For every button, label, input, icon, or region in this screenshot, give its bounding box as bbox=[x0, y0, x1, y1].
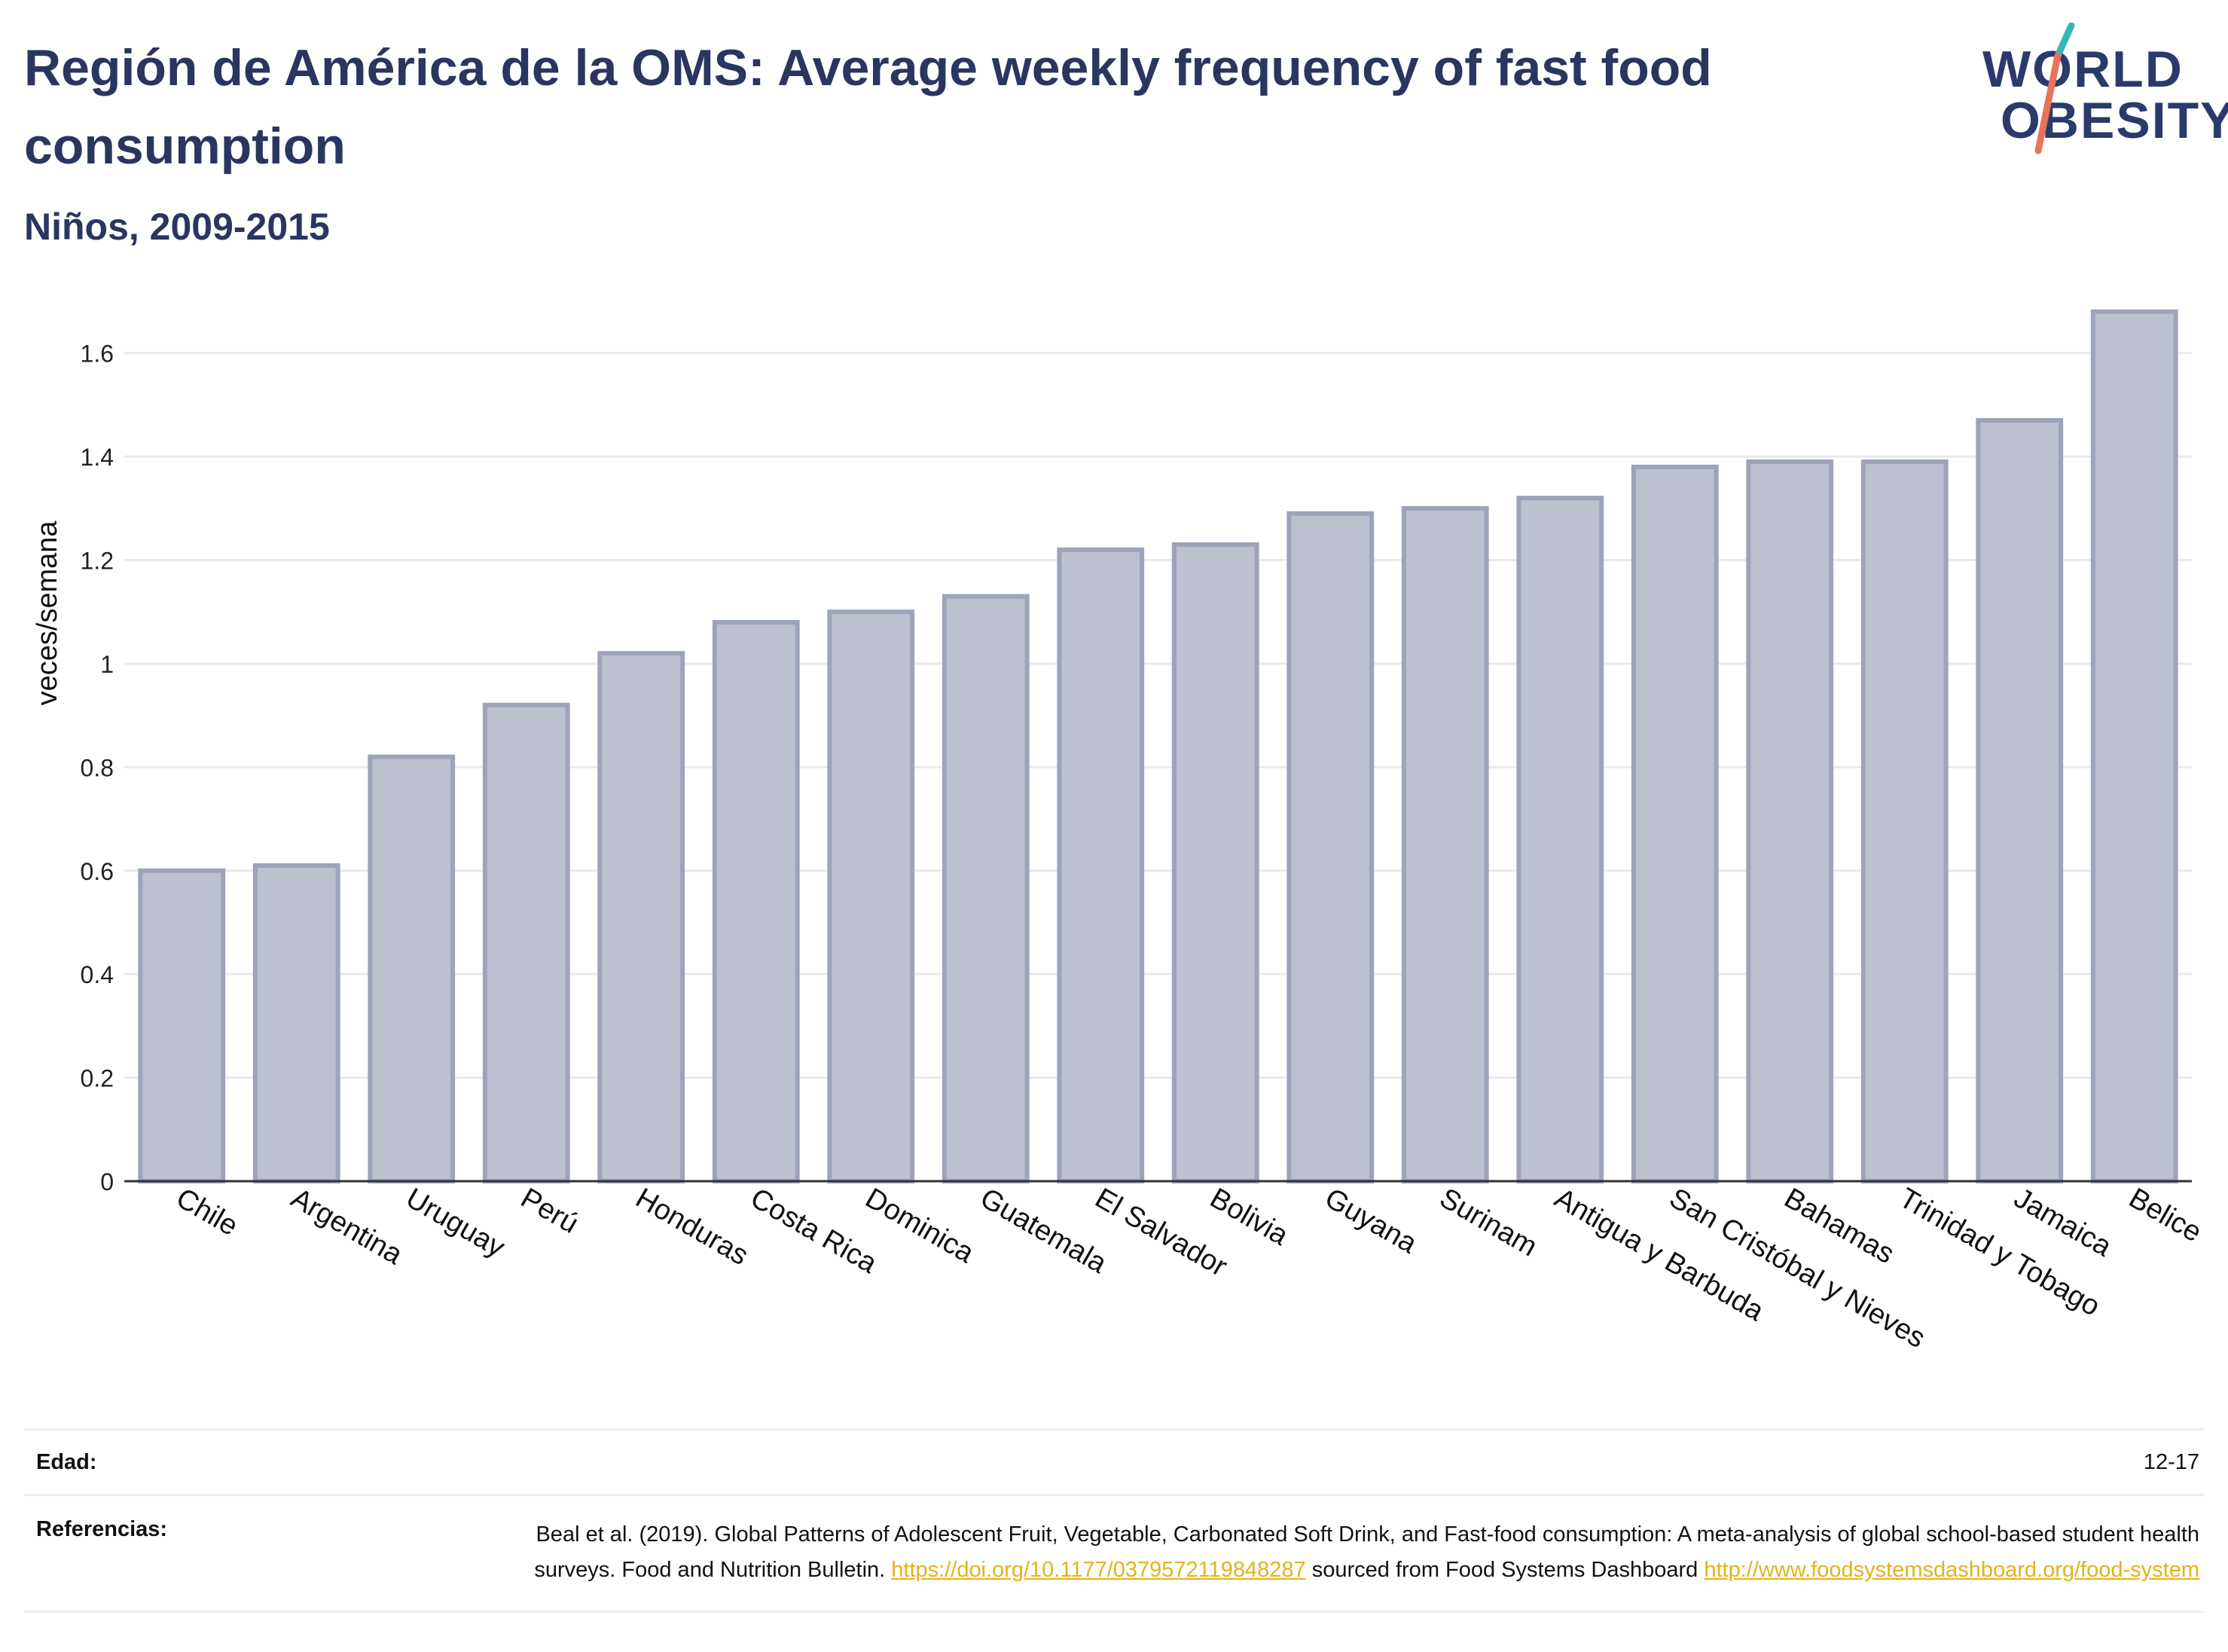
logo-line-1: WORLD bbox=[1982, 41, 2184, 98]
x-tick-label: Belice bbox=[2123, 1182, 2207, 1248]
references-text-part-2: sourced from Food Systems Dashboard bbox=[1305, 1558, 1705, 1582]
gridlines bbox=[124, 352, 2192, 1079]
y-tick-label: 0.4 bbox=[81, 961, 114, 988]
bar bbox=[482, 702, 570, 1183]
x-tick-label: Antigua y Barbuda bbox=[1549, 1182, 1770, 1327]
bar bbox=[1976, 418, 2064, 1183]
bar bbox=[368, 754, 456, 1183]
x-tick-label: Honduras bbox=[630, 1182, 754, 1272]
chart-subtitle: Niños, 2009-2015 bbox=[24, 206, 330, 248]
x-tick-label: Guyana bbox=[1320, 1182, 1423, 1260]
bar bbox=[827, 609, 915, 1183]
references-text: Beal et al. (2019). Global Patterns of A… bbox=[497, 1517, 2204, 1588]
y-axis-label: veces/semana bbox=[32, 521, 63, 706]
y-tick-labels: 0 0.2 0.4 0.6 0.8 1 1.2 1.4 1.6 bbox=[81, 340, 114, 1195]
x-tick-label: Uruguay bbox=[401, 1182, 510, 1263]
bar bbox=[942, 594, 1030, 1183]
bar bbox=[1171, 542, 1259, 1183]
y-tick-label: 1.6 bbox=[81, 340, 114, 368]
x-tick-label: Argentina bbox=[285, 1182, 408, 1271]
x-tick-label: Perú bbox=[515, 1182, 584, 1240]
bar bbox=[1631, 464, 1719, 1183]
y-tick-label: 0 bbox=[100, 1168, 114, 1195]
x-tick-label: Surinam bbox=[1434, 1182, 1543, 1263]
y-tick-label: 0.6 bbox=[81, 858, 114, 885]
bar bbox=[1286, 511, 1375, 1183]
references-text-part-1: Beal et al. (2019). Global Patterns of A… bbox=[534, 1522, 2199, 1582]
x-tick-label: Chile bbox=[171, 1182, 243, 1242]
references-label: Referencias: bbox=[36, 1517, 168, 1541]
x-tick-label: Costa Rica bbox=[745, 1182, 883, 1280]
y-tick-label: 0.8 bbox=[81, 754, 114, 781]
references-row: Referencias: Beal et al. (2019). Global … bbox=[24, 1494, 2204, 1613]
age-row: Edad: 12-17 bbox=[24, 1428, 2204, 1494]
bar bbox=[712, 619, 800, 1183]
bar bbox=[138, 868, 226, 1183]
y-tick-label: 1.2 bbox=[81, 548, 114, 575]
bar bbox=[1860, 459, 1949, 1183]
bars bbox=[138, 309, 2178, 1184]
bar bbox=[1057, 547, 1145, 1183]
bar bbox=[2090, 309, 2178, 1183]
logo-slash-icon bbox=[2034, 23, 2075, 154]
dashboard-link[interactable]: http://www.foodsystemsdashboard.org/food… bbox=[1704, 1558, 2199, 1582]
age-value: 12-17 bbox=[2143, 1449, 2199, 1474]
bar bbox=[252, 863, 340, 1184]
bar-chart: 0 0.2 0.4 0.6 0.8 1 1.2 1.4 1.6 Chile ArgentinaUr… bbox=[32, 309, 2207, 1354]
x-tick-label: Bolivia bbox=[1204, 1182, 1294, 1252]
x-tick-label: Guatemala bbox=[975, 1182, 1112, 1280]
chart-footer: Edad: 12-17 Referencias: Beal et al. (20… bbox=[24, 1428, 2204, 1613]
y-tick-label: 0.2 bbox=[81, 1065, 114, 1092]
world-obesity-logo: WORLD OBESITY bbox=[1973, 23, 2228, 158]
doi-link[interactable]: https://doi.org/10.1177/0379572119848287 bbox=[891, 1558, 1306, 1582]
bar bbox=[1516, 496, 1604, 1183]
y-tick-label: 1 bbox=[100, 651, 114, 678]
age-label: Edad: bbox=[36, 1449, 97, 1474]
bar bbox=[597, 651, 685, 1183]
y-tick-label: 1.4 bbox=[81, 444, 114, 471]
bar bbox=[1746, 459, 1834, 1183]
bar bbox=[1401, 505, 1489, 1183]
chart-title: Región de América de la OMS: Average wee… bbox=[24, 39, 1712, 175]
x-tick-label: Trinidad y Tobago bbox=[1894, 1182, 2105, 1322]
